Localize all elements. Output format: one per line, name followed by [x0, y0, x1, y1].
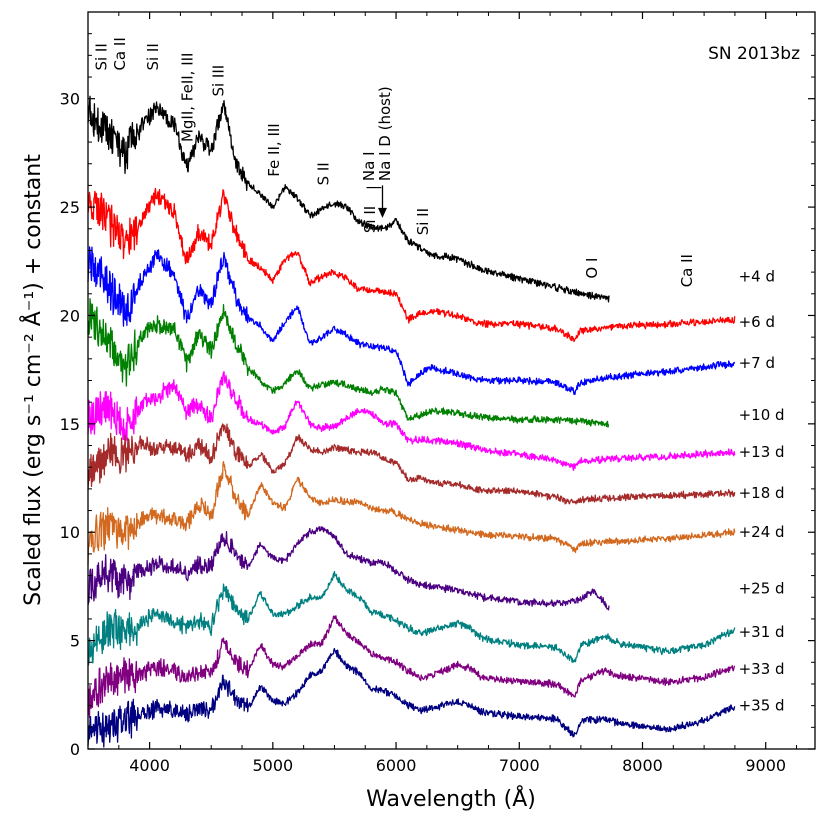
phase-label: +18 d [739, 484, 785, 502]
x-tick-label: 9000 [745, 756, 786, 775]
y-tick-label: 10 [60, 523, 80, 542]
line-id-label: Ca II [678, 254, 696, 287]
na-id-arrow-head [377, 207, 387, 218]
y-tick-label: 15 [60, 415, 80, 434]
y-tick-label: 5 [70, 632, 80, 651]
x-tick-label: 8000 [622, 756, 663, 775]
line-id-label: Na I [360, 151, 378, 181]
phase-label: +35 d [739, 697, 785, 715]
x-axis-title: Wavelength (Å) [366, 785, 536, 812]
phase-label: +24 d [739, 523, 785, 541]
series-line-25d [87, 525, 610, 611]
phase-label: +7 d [739, 354, 775, 372]
series-line-10d [87, 298, 610, 428]
line-id-label: Si II [361, 206, 379, 233]
chart-title: SN 2013bz [708, 44, 800, 64]
line-id-label: O I [583, 258, 601, 279]
phase-label: +31 d [739, 623, 785, 641]
series-line-4d [87, 95, 610, 303]
phase-label: +25 d [739, 580, 785, 598]
phase-label: +33 d [739, 660, 785, 678]
line-id-label: S II [314, 162, 332, 185]
line-id-label: Fe II, III [265, 123, 283, 176]
series-layer [87, 95, 736, 748]
y-tick-label: 30 [60, 90, 80, 109]
labels-layer: +4 d +6 d +7 d +10 d +13 d +18 d +24 d +25 d +31… [92, 37, 784, 714]
line-id-label: Si II [144, 43, 162, 70]
series-line-7d [87, 246, 736, 395]
series-line-31d [87, 570, 736, 666]
phase-label: +6 d [739, 313, 775, 331]
line-id-label: Ca II [111, 37, 129, 70]
line-id-label: MgII, FeII, III [179, 53, 197, 143]
line-id-label: Si II [92, 43, 110, 70]
phase-label: +4 d [739, 267, 775, 285]
series-line-33d [87, 615, 736, 719]
x-tick-label: 4000 [129, 756, 170, 775]
y-tick-label: 0 [70, 740, 80, 759]
x-tick-label: 7000 [499, 756, 540, 775]
x-tick-label: 5000 [252, 756, 293, 775]
series-line-18d [87, 423, 736, 505]
axes-layer: 4000 5000 6000 7000 8000 9000 0 5 10 15 20 25 30 [60, 11, 815, 775]
y-tick-label: 20 [60, 306, 80, 325]
line-id-label: Si II [414, 208, 432, 235]
phase-label: +13 d [739, 443, 785, 461]
series-line-24d [87, 460, 736, 565]
y-tick-label: 25 [60, 198, 80, 217]
series-line-6d [87, 187, 736, 343]
phase-label: +10 d [739, 406, 785, 424]
y-axis-title: Scaled flux (erg s⁻¹ cm⁻² Å⁻¹) + constan… [19, 154, 46, 606]
series-line-35d [87, 647, 736, 748]
x-tick-label: 6000 [376, 756, 417, 775]
series-line-13d [87, 371, 736, 472]
line-id-label: Si III [210, 65, 228, 97]
line-id-label: Na I D (host) [376, 86, 394, 181]
